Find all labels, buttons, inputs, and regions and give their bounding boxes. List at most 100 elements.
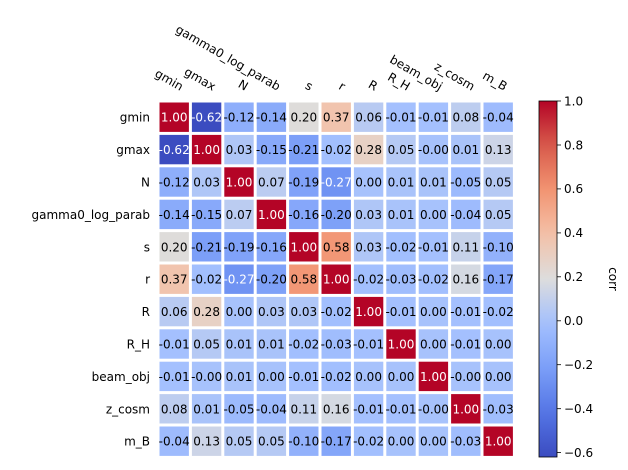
cell-value-0-2: -0.12 bbox=[223, 111, 254, 125]
heatmap-cell-3-7 bbox=[386, 199, 416, 230]
cell-value-8-3: 0.00 bbox=[258, 370, 285, 384]
cell-value-0-4: 0.20 bbox=[290, 111, 317, 125]
cell-value-6-7: -0.01 bbox=[385, 305, 416, 319]
heatmap-cell-9-7 bbox=[386, 394, 416, 424]
cell-value-3-6: 0.03 bbox=[355, 208, 382, 222]
heatmap-cell-7-3 bbox=[256, 329, 287, 359]
heatmap-cell-7-6 bbox=[353, 329, 384, 359]
heatmap-cell-10-7 bbox=[386, 426, 416, 456]
y-tick-label: N bbox=[141, 176, 150, 190]
x-tick-label: r bbox=[336, 79, 347, 94]
cell-value-4-10: -0.10 bbox=[483, 240, 514, 254]
cell-value-7-10: 0.00 bbox=[485, 338, 512, 352]
cell-value-9-2: -0.05 bbox=[223, 402, 254, 416]
cell-value-7-1: 0.05 bbox=[193, 338, 220, 352]
cell-value-9-5: 0.16 bbox=[323, 402, 350, 416]
cell-value-8-2: 0.01 bbox=[226, 370, 253, 384]
heatmap-cell-10-9 bbox=[451, 426, 481, 456]
heatmap-cell-2-7 bbox=[386, 167, 416, 197]
cell-value-4-1: -0.21 bbox=[191, 240, 222, 254]
heatmap-cell-1-0 bbox=[159, 134, 189, 165]
heatmap-cell-0-10 bbox=[483, 102, 513, 132]
colorbar-tick-label: 1.0 bbox=[564, 94, 583, 108]
cell-value-1-6: 0.28 bbox=[355, 143, 382, 157]
cell-value-3-2: 0.07 bbox=[226, 208, 253, 222]
heatmap-cell-0-0 bbox=[159, 102, 189, 132]
cell-value-9-10: -0.03 bbox=[483, 402, 514, 416]
cell-value-6-2: 0.00 bbox=[226, 305, 253, 319]
heatmap-cell-2-5 bbox=[321, 167, 351, 197]
heatmap-cell-6-7 bbox=[386, 296, 416, 327]
cell-value-9-0: 0.08 bbox=[161, 402, 188, 416]
cell-value-10-9: -0.03 bbox=[450, 435, 481, 449]
cell-value-5-0: 0.37 bbox=[161, 273, 188, 287]
cell-value-2-5: -0.27 bbox=[321, 176, 352, 190]
heatmap-cell-1-6 bbox=[353, 134, 384, 165]
cell-value-4-2: -0.19 bbox=[223, 240, 254, 254]
heatmap-cell-6-5 bbox=[321, 296, 351, 327]
cell-value-10-2: 0.05 bbox=[226, 435, 253, 449]
y-tick-label: R bbox=[142, 305, 150, 319]
heatmap-cell-2-8 bbox=[418, 167, 449, 197]
x-tick-label: R bbox=[366, 77, 380, 93]
cell-value-1-0: -0.62 bbox=[159, 143, 190, 157]
cell-value-4-5: 0.58 bbox=[323, 240, 350, 254]
heatmap-cell-3-10 bbox=[483, 199, 513, 230]
cell-value-6-8: 0.00 bbox=[420, 305, 447, 319]
heatmap-cell-0-8 bbox=[418, 102, 449, 132]
cell-value-5-6: -0.02 bbox=[353, 273, 384, 287]
heatmap-cell-1-1 bbox=[191, 134, 222, 165]
cell-value-5-9: 0.16 bbox=[452, 273, 479, 287]
colorbar: −0.6 −0.4 −0.2 0.0 0.2 0.4 0.6 0.8 1.0 corr bbox=[538, 94, 620, 460]
heatmap-cell-8-3 bbox=[256, 361, 287, 392]
cell-value-6-5: -0.02 bbox=[321, 305, 352, 319]
heatmap-cell-5-8 bbox=[418, 264, 449, 294]
cell-value-7-6: -0.01 bbox=[353, 338, 384, 352]
heatmap-cell-4-8 bbox=[418, 232, 449, 262]
colorbar-tick-label: −0.6 bbox=[564, 446, 593, 460]
heatmap-cell-4-3 bbox=[256, 232, 287, 262]
heatmap-cell-5-9 bbox=[451, 264, 481, 294]
colorbar-tick-label: 0.2 bbox=[564, 270, 583, 284]
heatmap-cell-8-1 bbox=[191, 361, 222, 392]
heatmap-cell-7-0 bbox=[159, 329, 189, 359]
colorbar-tick-label: 0.0 bbox=[564, 314, 583, 328]
heatmap-cell-6-0 bbox=[159, 296, 189, 327]
cell-value-10-8: 0.00 bbox=[420, 435, 447, 449]
cell-value-1-7: 0.05 bbox=[388, 143, 415, 157]
heatmap-cell-2-3 bbox=[256, 167, 287, 197]
heatmap-cell-4-6 bbox=[353, 232, 384, 262]
heatmap-cell-7-10 bbox=[483, 329, 513, 359]
heatmap-cell-8-5 bbox=[321, 361, 351, 392]
cell-value-7-9: -0.01 bbox=[450, 338, 481, 352]
heatmap-cell-9-3 bbox=[256, 394, 287, 424]
cell-value-0-6: 0.06 bbox=[355, 111, 382, 125]
x-tick-label: s bbox=[303, 78, 315, 93]
heatmap-cell-4-9 bbox=[451, 232, 481, 262]
heatmap-cell-5-3 bbox=[256, 264, 287, 294]
heatmap-cell-2-6 bbox=[353, 167, 384, 197]
cell-value-4-4: 1.00 bbox=[290, 240, 317, 254]
heatmap-cell-6-9 bbox=[451, 296, 481, 327]
heatmap-cell-6-4 bbox=[289, 296, 319, 327]
cell-value-10-10: 1.00 bbox=[485, 435, 512, 449]
y-tick-label: gamma0_log_parab bbox=[31, 208, 150, 222]
heatmap-cell-10-4 bbox=[289, 426, 319, 456]
cell-value-1-10: 0.13 bbox=[485, 143, 512, 157]
cell-value-5-5: 1.00 bbox=[323, 273, 350, 287]
y-tick-label: m_B bbox=[124, 435, 150, 449]
heatmap-cell-9-1 bbox=[191, 394, 222, 424]
heatmap-cell-1-3 bbox=[256, 134, 287, 165]
heatmap-cell-0-9 bbox=[451, 102, 481, 132]
cell-value-8-7: 0.00 bbox=[388, 370, 415, 384]
heatmap-cell-3-9 bbox=[451, 199, 481, 230]
heatmap-cell-10-5 bbox=[321, 426, 351, 456]
cell-value-1-4: -0.21 bbox=[288, 143, 319, 157]
cell-value-2-7: 0.01 bbox=[388, 176, 415, 190]
cell-value-5-1: -0.02 bbox=[191, 273, 222, 287]
cell-value-1-5: -0.02 bbox=[321, 143, 352, 157]
heatmap-cell-10-1 bbox=[191, 426, 222, 456]
